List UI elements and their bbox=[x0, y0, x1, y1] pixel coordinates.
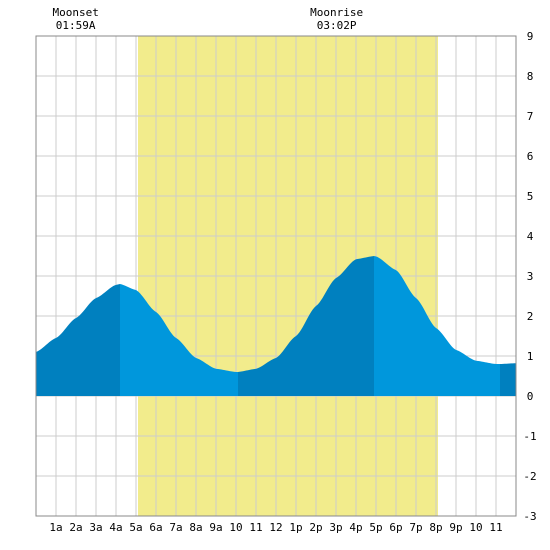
tide-area-rising bbox=[500, 363, 516, 396]
y-tick-label: 7 bbox=[527, 110, 534, 123]
y-tick-label: 2 bbox=[527, 310, 534, 323]
y-tick-label: 3 bbox=[527, 270, 534, 283]
y-tick-label: 8 bbox=[527, 70, 534, 83]
x-tick-label: 1p bbox=[289, 521, 302, 534]
x-tick-label: 2a bbox=[69, 521, 82, 534]
y-tick-label: 4 bbox=[527, 230, 534, 243]
moon-event-label: Moonrise bbox=[310, 6, 363, 19]
x-tick-label: 3a bbox=[89, 521, 102, 534]
x-tick-label: 10 bbox=[469, 521, 482, 534]
x-tick-label: 3p bbox=[329, 521, 342, 534]
moon-event-time: 03:02P bbox=[317, 19, 357, 32]
y-tick-label: 9 bbox=[527, 30, 534, 43]
x-tick-label: 11 bbox=[489, 521, 502, 534]
x-tick-label: 10 bbox=[229, 521, 242, 534]
y-tick-label: -3 bbox=[523, 510, 536, 523]
y-tick-label: 1 bbox=[527, 350, 534, 363]
x-tick-label: 8a bbox=[189, 521, 202, 534]
x-tick-label: 12 bbox=[269, 521, 282, 534]
x-tick-label: 8p bbox=[429, 521, 442, 534]
y-tick-label: 5 bbox=[527, 190, 534, 203]
y-tick-label: 0 bbox=[527, 390, 534, 403]
x-tick-label: 9p bbox=[449, 521, 462, 534]
x-tick-label: 2p bbox=[309, 521, 322, 534]
moon-event-label: Moonset bbox=[52, 6, 98, 19]
x-tick-label: 4a bbox=[109, 521, 122, 534]
x-tick-label: 6a bbox=[149, 521, 162, 534]
moon-event-time: 01:59A bbox=[56, 19, 96, 32]
x-tick-label: 6p bbox=[389, 521, 402, 534]
tide-area-falling bbox=[120, 284, 238, 396]
tide-area-falling bbox=[374, 256, 500, 396]
x-tick-label: 9a bbox=[209, 521, 222, 534]
x-tick-label: 5a bbox=[129, 521, 142, 534]
y-tick-label: -2 bbox=[523, 470, 536, 483]
tide-area-rising bbox=[238, 256, 374, 396]
x-tick-label: 11 bbox=[249, 521, 262, 534]
x-tick-label: 5p bbox=[369, 521, 382, 534]
y-tick-label: -1 bbox=[523, 430, 536, 443]
x-tick-label: 4p bbox=[349, 521, 362, 534]
x-tick-label: 7a bbox=[169, 521, 182, 534]
y-tick-label: 6 bbox=[527, 150, 534, 163]
plot-frame bbox=[35, 35, 517, 517]
x-tick-label: 7p bbox=[409, 521, 422, 534]
tide-area-rising bbox=[36, 284, 120, 396]
x-tick-label: 1a bbox=[49, 521, 62, 534]
